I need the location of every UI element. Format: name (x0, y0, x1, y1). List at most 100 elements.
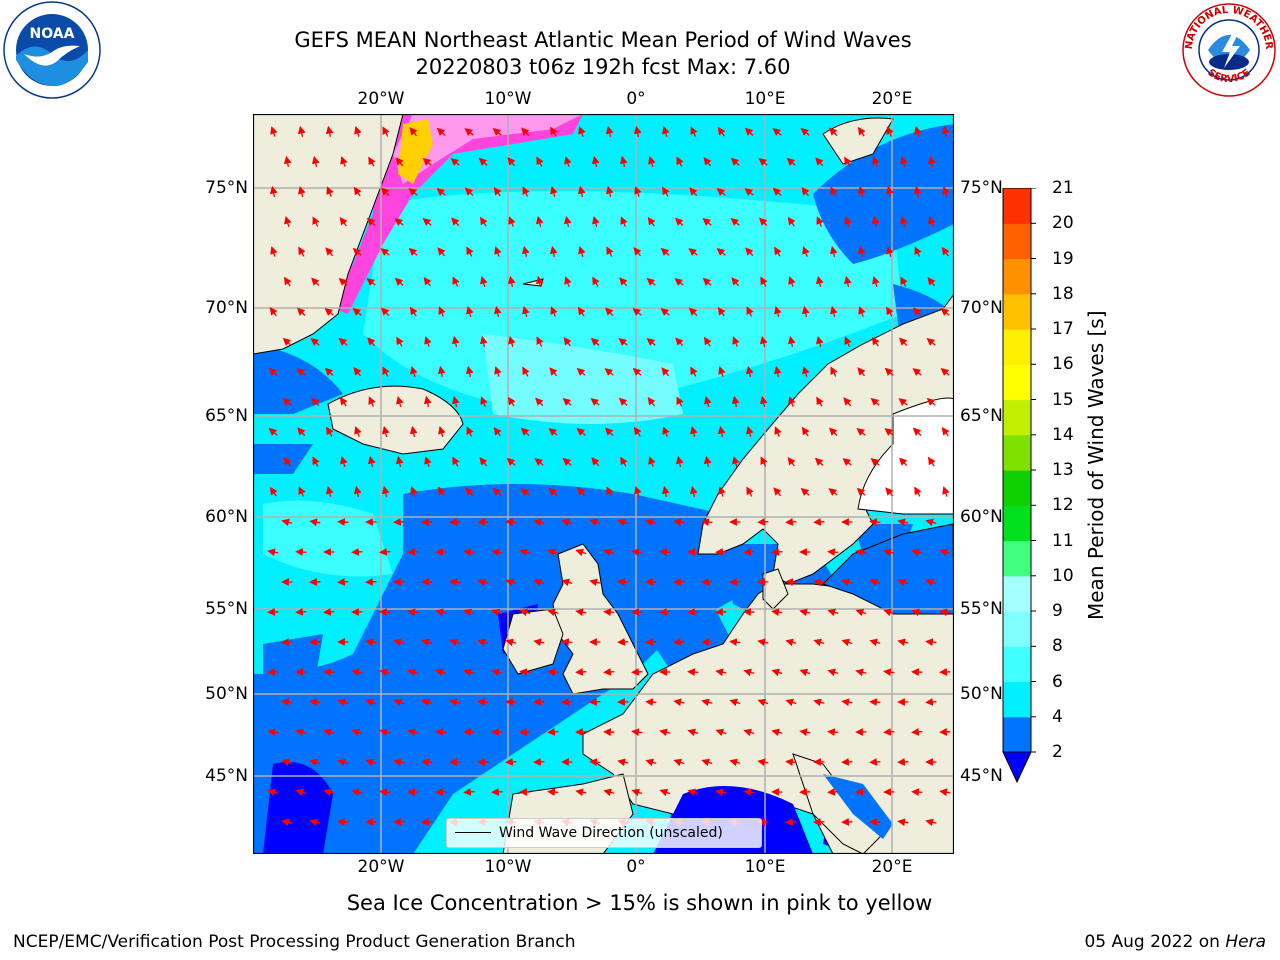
wind-arrow (339, 216, 348, 227)
wind-arrow (283, 457, 292, 467)
wind-arrow (435, 608, 447, 617)
wind-arrow (746, 306, 754, 317)
wind-arrow (883, 548, 895, 557)
wind-arrow (298, 486, 306, 497)
wind-arrow (647, 396, 656, 407)
wind-arrow (788, 396, 796, 407)
wind-arrow (645, 758, 657, 767)
wind-arrow (493, 186, 502, 197)
wind-arrow (870, 457, 880, 466)
tick-right-lat-3: 65°N (960, 406, 1003, 426)
wind-arrow (549, 245, 558, 258)
wind-arrow (631, 788, 643, 797)
wind-arrow (815, 275, 824, 288)
wind-arrow (534, 458, 544, 466)
wind-arrow (463, 548, 475, 557)
wind-arrow (493, 426, 502, 437)
wind-arrow (351, 548, 363, 556)
wind-arrow (659, 788, 671, 797)
wind-arrow (689, 485, 698, 498)
wind-arrow (561, 518, 573, 527)
wind-arrow (731, 395, 740, 408)
wind-arrow (619, 155, 628, 168)
wind-arrow (592, 215, 600, 227)
wind-arrow (841, 698, 853, 707)
wind-arrow (466, 246, 474, 257)
wind-arrow (451, 395, 460, 408)
wind-arrow (632, 367, 642, 376)
wind-arrow (702, 277, 712, 286)
wind-arrow (492, 127, 502, 136)
wind-arrow (869, 578, 881, 587)
tick-top-lon-1: 20°W (357, 89, 405, 109)
wind-arrow (409, 306, 418, 317)
wind-arrow (284, 215, 292, 227)
wind-arrow (589, 697, 601, 706)
tick-top-lon-3: 0° (626, 89, 646, 109)
wind-arrow (773, 487, 782, 497)
wind-arrow (340, 455, 348, 467)
wind-arrow (592, 276, 600, 287)
wind-arrow (409, 127, 418, 137)
sea-ice-caption: Sea Ice Concentration > 15% is shown in … (346, 891, 933, 915)
wind-arrow (379, 788, 391, 797)
wind-arrow (365, 758, 377, 767)
wind-arrow (939, 548, 951, 557)
wind-arrow (827, 728, 839, 737)
wind-arrow (886, 126, 894, 137)
wind-arrow (813, 638, 825, 647)
wind-arrow (337, 698, 349, 707)
wind-arrow (603, 788, 615, 797)
colorbar-tick-label: 11 (1052, 530, 1074, 551)
tick-left-lat-5: 55°N (205, 599, 248, 619)
wind-arrow (494, 366, 502, 377)
wind-arrow (914, 246, 922, 257)
wind-arrow (785, 698, 797, 707)
wind-arrow (884, 367, 894, 376)
wind-arrow (631, 668, 643, 676)
colorbar-segment (1003, 364, 1031, 401)
wind-arrow (451, 335, 460, 348)
wind-arrow (421, 758, 433, 767)
map-panel (252, 113, 955, 855)
wind-arrow (548, 487, 558, 496)
colorbar-tick-label: 15 (1052, 389, 1074, 410)
wind-arrow (911, 608, 923, 617)
wind-arrow (270, 246, 278, 257)
wind-arrow (841, 638, 853, 647)
wind-arrow (690, 366, 698, 377)
wind-arrow (816, 335, 824, 347)
wind-arrow (673, 518, 685, 527)
wind-arrow (311, 277, 320, 287)
wind-arrow (393, 698, 405, 707)
wind-arrow (760, 276, 768, 287)
wind-arrow (424, 456, 432, 467)
tick-top-lon-2: 10°W (484, 89, 532, 109)
wind-arrow (855, 548, 867, 557)
colorbar-segment (1003, 505, 1031, 542)
colorbar-tick-label: 6 (1052, 671, 1063, 692)
wind-arrow (617, 518, 629, 527)
wind-arrow (590, 398, 600, 406)
wind-arrow (743, 547, 755, 556)
wind-arrow (688, 307, 698, 316)
wind-arrow (648, 456, 656, 467)
wind-arrow (771, 668, 783, 677)
chart-title: GEFS MEAN Northeast Atlantic Mean Period… (294, 28, 912, 52)
wind-arrow (687, 607, 699, 616)
wind-arrow (296, 368, 306, 376)
footer-host: Hera (1225, 932, 1266, 952)
wind-arrow (463, 728, 475, 736)
wind-arrow (295, 548, 307, 557)
wind-arrow (281, 758, 293, 767)
wind-arrow (885, 487, 894, 497)
wind-arrow (914, 486, 922, 497)
wind-arrow (269, 306, 278, 317)
wind-arrow (463, 668, 475, 677)
wind-arrow (857, 126, 866, 137)
wind-arrow (437, 365, 446, 378)
tick-top-lon-5: 20°E (871, 89, 913, 109)
baltic-sea (822, 523, 954, 615)
wind-arrow (323, 607, 335, 616)
wind-arrow (771, 728, 783, 737)
